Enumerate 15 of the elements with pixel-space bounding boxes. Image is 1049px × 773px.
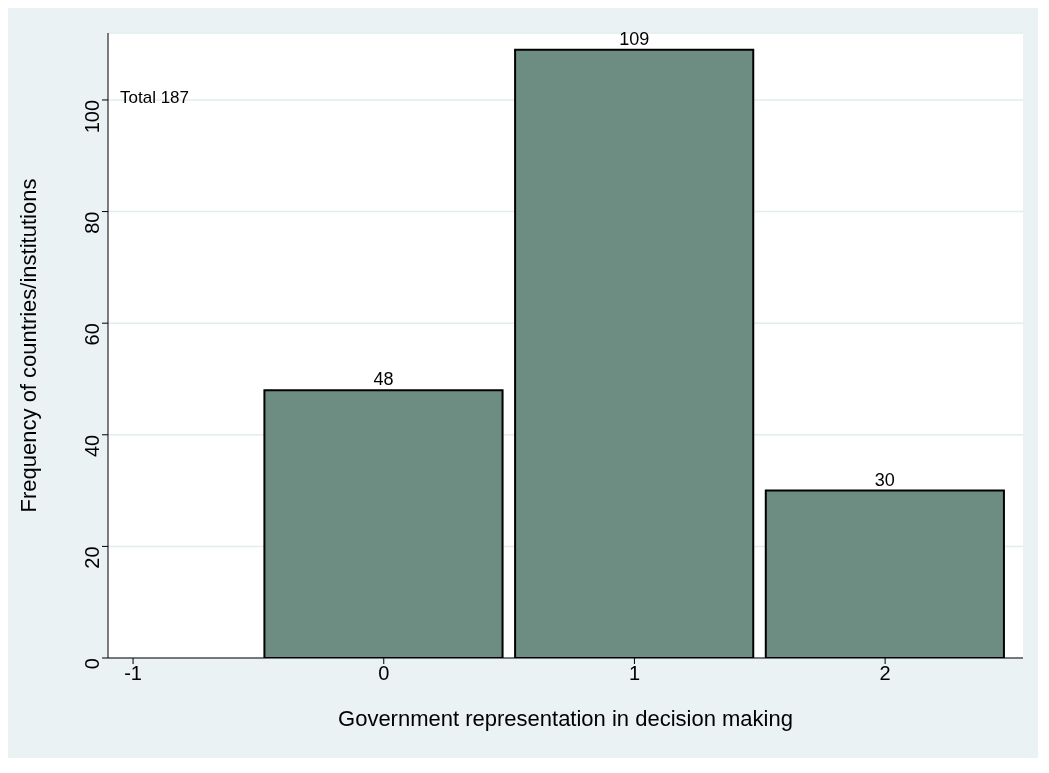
x-tick-label: 0 [378,662,390,685]
x-tick-label: 1 [628,662,640,685]
annotation: Total 187 [120,88,189,108]
y-axis-title: Frequency of countries/institutions [15,178,41,513]
x-axis-title: Government representation in decision making [338,706,793,731]
y-tick-label: 100 [81,99,104,134]
data-label: 109 [619,28,650,49]
x-tick-label: -1 [124,662,142,685]
y-tick-label: 60 [81,323,104,346]
y-tick-label: 80 [81,211,104,234]
y-tick-label: 40 [81,434,104,458]
y-tick-label: 20 [81,546,104,569]
x-tick-label: 2 [879,662,891,685]
data-label: 30 [874,469,895,490]
data-label: 48 [373,369,394,390]
